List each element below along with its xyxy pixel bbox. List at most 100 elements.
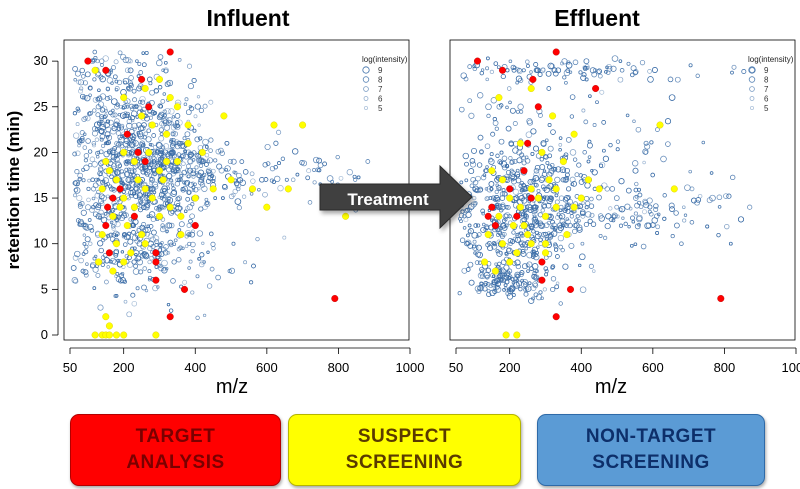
y-tick-label: 15 bbox=[34, 190, 48, 205]
nontarget-point bbox=[473, 201, 478, 206]
nontarget-point bbox=[674, 222, 680, 229]
nontarget-point bbox=[532, 271, 537, 276]
nontarget-point bbox=[633, 211, 638, 216]
nontarget-point bbox=[96, 95, 103, 102]
nontarget-point bbox=[532, 177, 537, 182]
nontarget-point bbox=[540, 208, 545, 213]
nontarget-point bbox=[72, 111, 77, 116]
suspect-screening-point bbox=[513, 249, 521, 257]
nontarget-point bbox=[550, 286, 556, 293]
legend-marker bbox=[362, 76, 370, 83]
nontarget-point bbox=[538, 290, 543, 295]
nontarget-point bbox=[156, 142, 163, 149]
nontarget-point bbox=[506, 247, 513, 255]
nontarget-point bbox=[88, 93, 92, 97]
nontarget-point bbox=[558, 136, 563, 140]
nontarget-point bbox=[632, 119, 636, 124]
nontarget-point bbox=[480, 226, 487, 233]
nontarget-point bbox=[95, 112, 101, 118]
nontarget-point bbox=[531, 229, 536, 234]
nontarget-point bbox=[131, 118, 135, 123]
nontarget-point bbox=[529, 70, 533, 74]
nontarget-point bbox=[673, 210, 679, 216]
target-analysis-point bbox=[166, 48, 174, 56]
nontarget-point bbox=[614, 204, 620, 210]
nontarget-point bbox=[602, 155, 609, 162]
nontarget-point bbox=[545, 138, 549, 142]
nontarget-point bbox=[352, 174, 357, 179]
suspect-screening-point bbox=[481, 258, 489, 266]
nontarget-point bbox=[231, 241, 236, 246]
nontarget-point bbox=[480, 208, 486, 214]
nontarget-point bbox=[576, 162, 582, 168]
nontarget-point bbox=[75, 218, 81, 223]
nontarget-point bbox=[540, 208, 545, 213]
nontarget-point bbox=[187, 158, 193, 165]
nontarget-point bbox=[194, 170, 199, 175]
nontarget-point bbox=[512, 188, 519, 195]
nontarget-point bbox=[148, 224, 154, 229]
nontarget-point bbox=[565, 62, 573, 69]
nontarget-point bbox=[158, 265, 164, 272]
nontarget-point bbox=[172, 131, 178, 137]
nontarget-point bbox=[115, 130, 122, 136]
nontarget-point bbox=[110, 208, 116, 213]
nontarget-point bbox=[123, 242, 128, 247]
nontarget-point bbox=[138, 207, 143, 213]
suspect-screening-point bbox=[542, 212, 550, 220]
nontarget-point bbox=[486, 291, 492, 297]
nontarget-point bbox=[493, 197, 498, 202]
nontarget-point bbox=[100, 121, 107, 127]
nontarget-point bbox=[724, 223, 730, 230]
nontarget-point bbox=[259, 177, 265, 183]
legend-label: 7 bbox=[378, 85, 383, 94]
nontarget-point bbox=[284, 177, 289, 182]
nontarget-point bbox=[531, 273, 538, 280]
target-analysis-point bbox=[191, 221, 199, 229]
nontarget-point bbox=[639, 59, 646, 66]
suspect-screening-point bbox=[166, 203, 174, 211]
nontarget-point bbox=[621, 216, 625, 220]
nontarget-point bbox=[112, 112, 118, 118]
nontarget-point bbox=[116, 122, 121, 127]
nontarget-point bbox=[197, 178, 205, 186]
suspect-screening-point bbox=[173, 103, 181, 111]
nontarget-point bbox=[111, 226, 116, 231]
nontarget-point bbox=[104, 279, 109, 285]
nontarget-point bbox=[499, 195, 506, 201]
nontarget-point bbox=[528, 222, 535, 230]
nontarget-point bbox=[104, 131, 111, 138]
non-target-screening-legend-box: NON-TARGET SCREENING bbox=[537, 414, 765, 486]
nontarget-point bbox=[165, 192, 171, 198]
nontarget-point bbox=[206, 283, 213, 289]
nontarget-point bbox=[114, 217, 119, 222]
nontarget-point bbox=[126, 261, 134, 268]
influent-title: Influent bbox=[206, 5, 289, 31]
nontarget-point bbox=[92, 182, 99, 189]
suspect-screening-point bbox=[542, 240, 550, 248]
nontarget-point bbox=[114, 104, 120, 110]
nontarget-point bbox=[211, 246, 216, 251]
nontarget-point bbox=[470, 161, 477, 168]
nontarget-point bbox=[208, 148, 213, 153]
nontarget-point bbox=[136, 183, 142, 189]
nontarget-point bbox=[97, 240, 104, 247]
nontarget-point bbox=[542, 154, 548, 159]
nontarget-point bbox=[139, 95, 146, 103]
nontarget-point bbox=[542, 195, 547, 199]
nontarget-point bbox=[524, 246, 528, 251]
nontarget-point bbox=[116, 79, 123, 86]
nontarget-point bbox=[512, 147, 519, 154]
nontarget-point bbox=[231, 192, 236, 198]
nontarget-point bbox=[174, 113, 181, 119]
nontarget-point bbox=[533, 167, 540, 174]
nontarget-point bbox=[119, 172, 126, 179]
nontarget-point bbox=[83, 249, 89, 255]
nontarget-point bbox=[494, 189, 499, 194]
legend-marker bbox=[362, 66, 370, 74]
nontarget-point bbox=[116, 126, 121, 131]
nontarget-point bbox=[99, 133, 106, 140]
nontarget-point bbox=[606, 63, 612, 70]
nontarget-point bbox=[558, 214, 563, 219]
nontarget-point bbox=[121, 231, 128, 238]
